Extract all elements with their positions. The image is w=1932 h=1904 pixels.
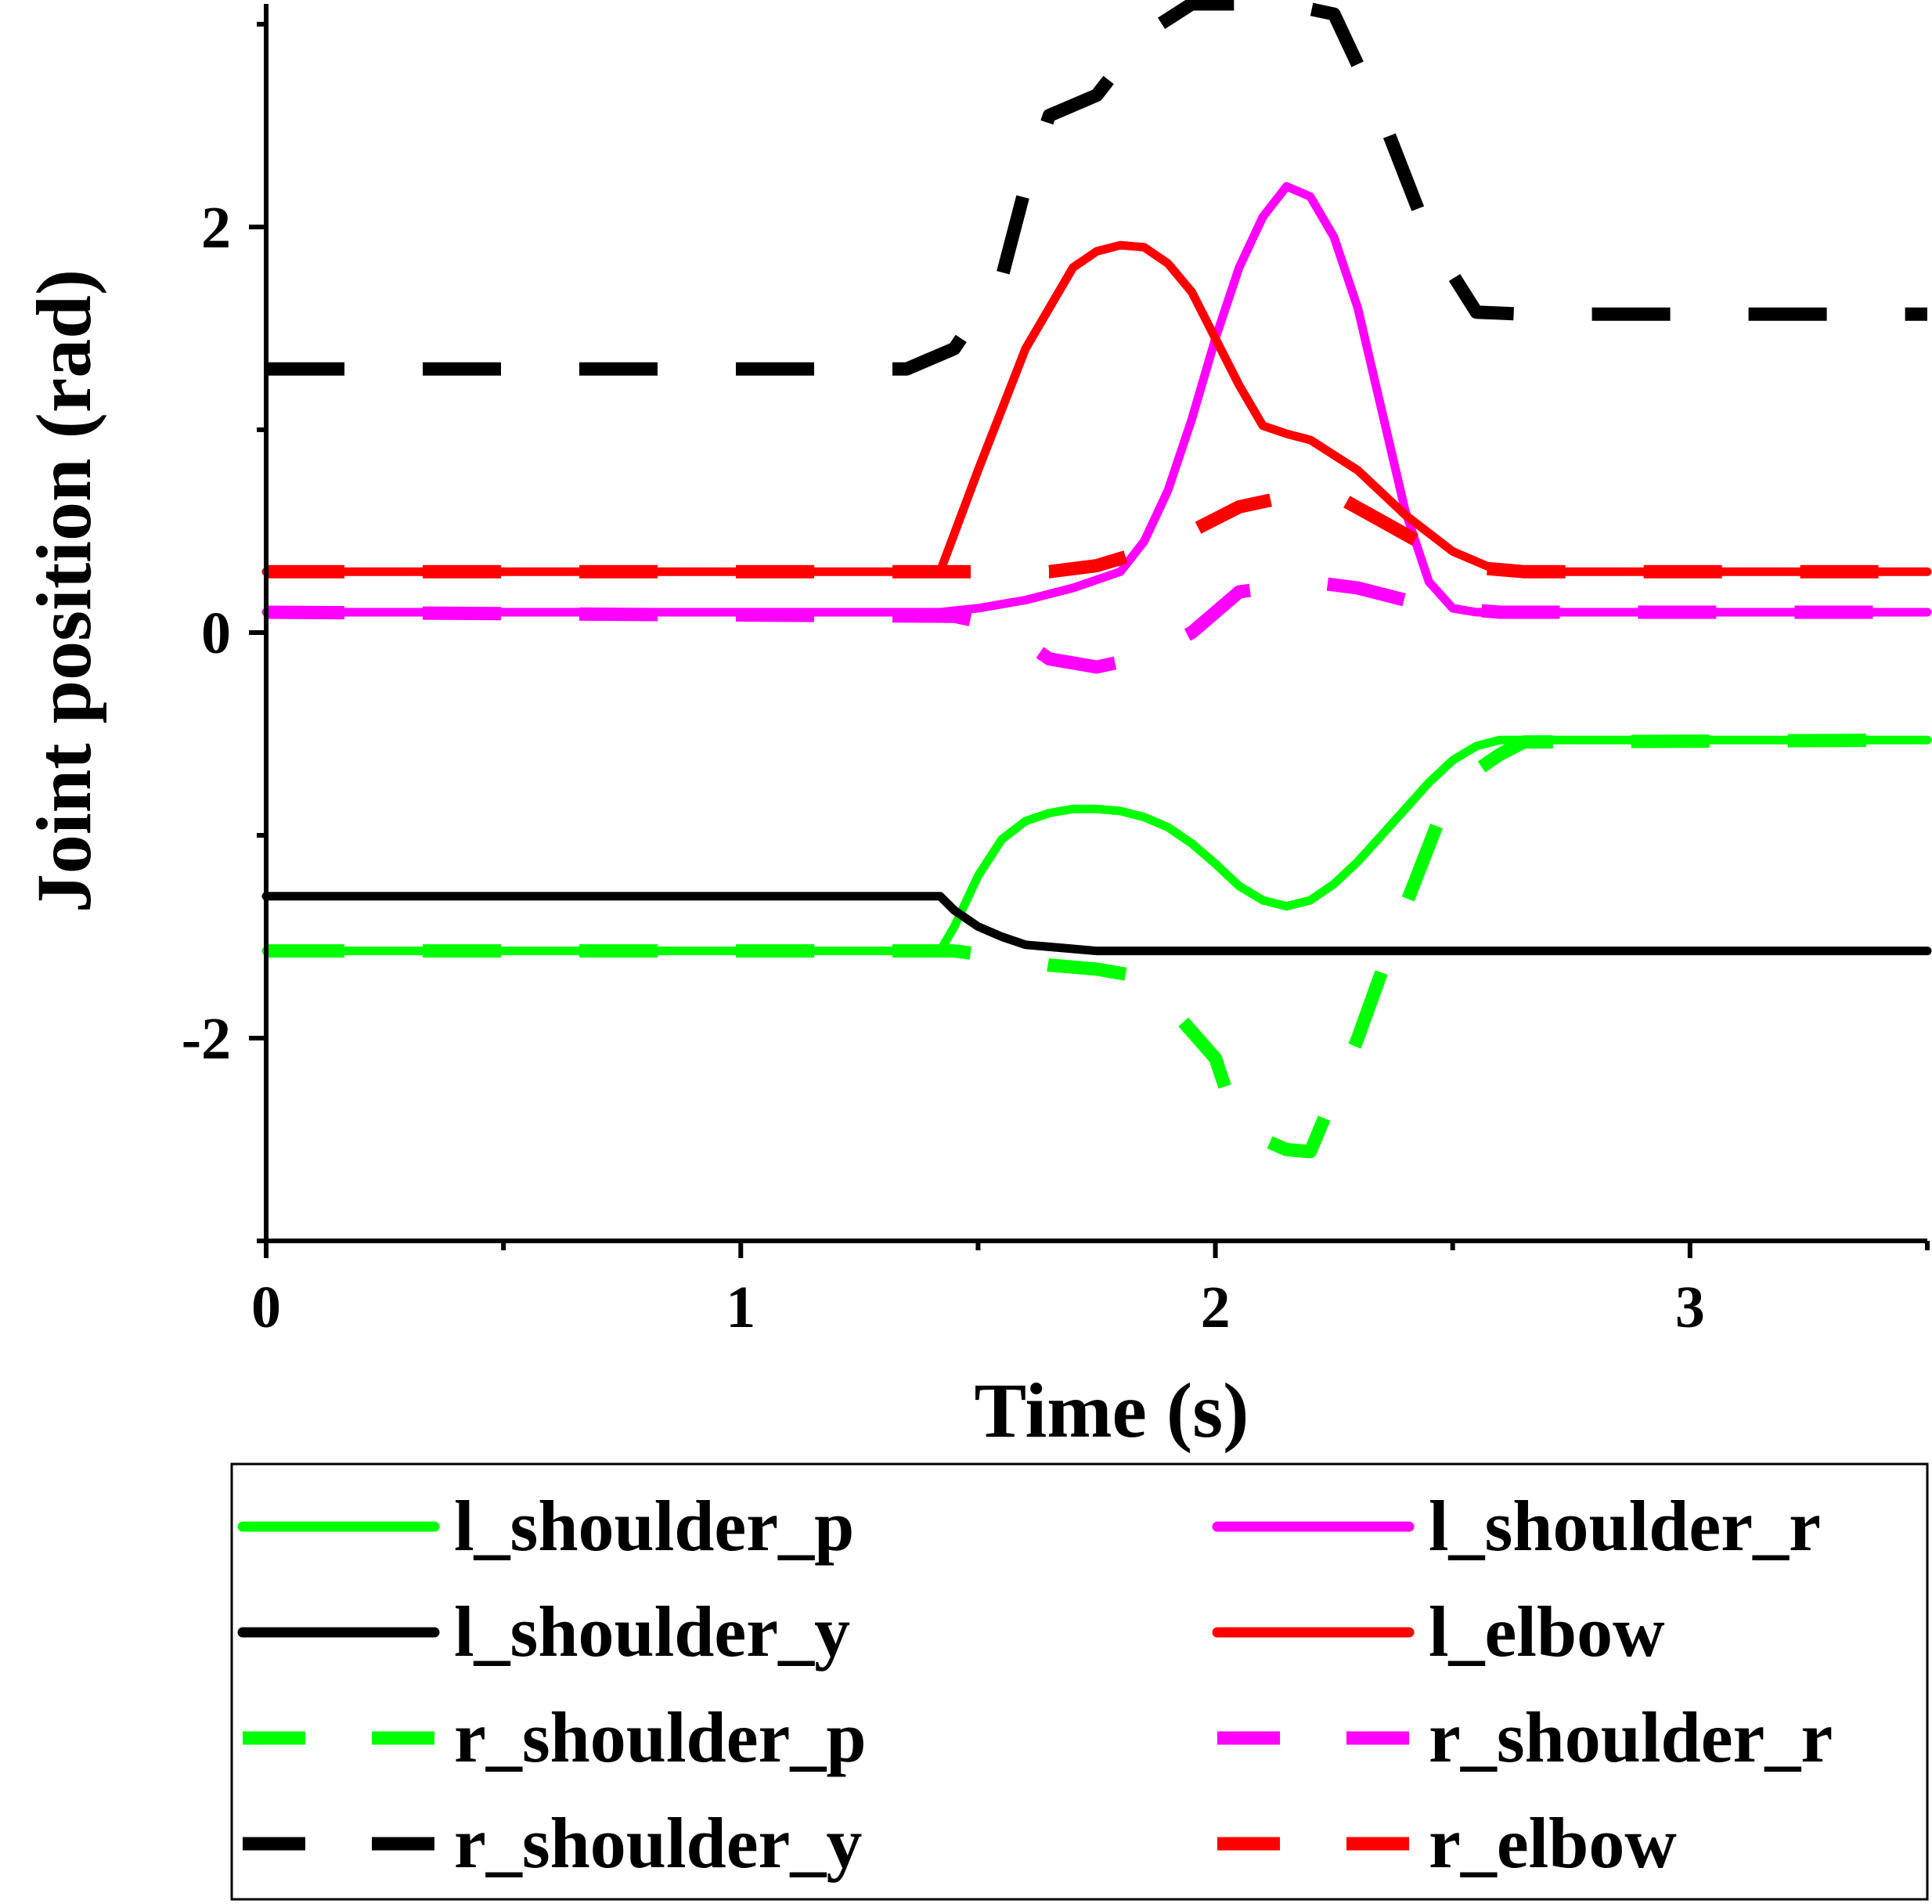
legend-label-r_shoulder_y: r_shoulder_y (454, 1803, 862, 1883)
x-tick-label: 2 (1201, 1275, 1231, 1340)
series-line-r_shoulder_r (265, 575, 1927, 674)
x-axis-title: Time (s) (975, 1367, 1249, 1454)
legend-label-r_shoulder_p: r_shoulder_p (454, 1697, 867, 1777)
legend-label-r_shoulder_r: r_shoulder_r (1429, 1697, 1833, 1777)
series-line-r_shoulder_p (266, 733, 1928, 1159)
x-tick-label: 3 (1675, 1275, 1705, 1340)
legend-label-r_elbow: r_elbow (1429, 1803, 1677, 1883)
series-line-r_elbow (266, 488, 1927, 579)
legend-label-l_shoulder_p: l_shoulder_p (454, 1486, 854, 1566)
y-tick-label: 2 (201, 195, 231, 261)
series-line-r_shoulder_y (266, 0, 1927, 376)
series-line-l_shoulder_y (261, 892, 1932, 956)
plot-axes: 0 1 2 3 -2 0 2 (182, 4, 1930, 1340)
y-tick-label: -2 (182, 1006, 231, 1072)
x-tick-label: 1 (726, 1275, 755, 1340)
plot-lines (261, 0, 1932, 1159)
legend-box (230, 1462, 1929, 1901)
legend-label-l_shoulder_r: l_shoulder_r (1429, 1486, 1821, 1566)
legend: l_shoulder_p l_shoulder_r l_shoulder_y l_el… (230, 1462, 1929, 1901)
x-tick-label: 0 (251, 1275, 281, 1340)
y-tick-label: 0 (201, 600, 231, 666)
series-line-l_shoulder_p (261, 735, 1932, 956)
legend-label-l_shoulder_y: l_shoulder_y (454, 1592, 850, 1671)
series-line-l_shoulder_r (261, 182, 1932, 617)
series-line-l_elbow (261, 240, 1932, 576)
y-axis-title: Joint position (rad) (20, 269, 107, 913)
legend-label-l_elbow: l_elbow (1429, 1592, 1665, 1671)
